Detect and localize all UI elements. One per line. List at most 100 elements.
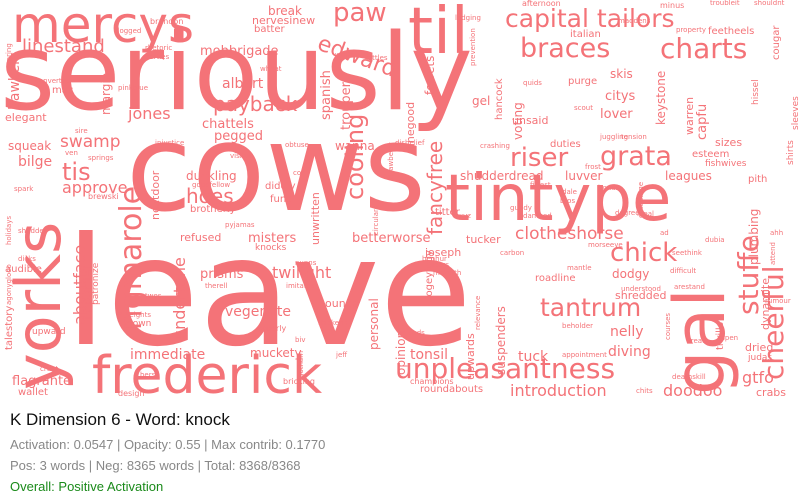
activation-status: Overall: Positive Activation [10,479,164,494]
cloud-word: paw [333,0,387,28]
cloud-word: dodgy [612,267,650,281]
cloud-word: tread [688,337,707,345]
cloud-word: luvver [565,169,603,183]
cloud-word: seriously [0,11,473,134]
cloud-word: gtfo [742,368,774,387]
cloud-word: beholder [562,322,594,330]
cloud-word: imitates [286,282,315,290]
cloud-word: thickens [318,319,348,327]
cloud-word: payback [213,92,298,116]
cloud-word: swamp [60,132,121,152]
cloud-word: courses [664,312,672,340]
cloud-word: roundabouts [420,384,484,395]
cloud-word: capital tailors [505,4,675,33]
cloud-word: italian [570,29,601,40]
cloud-word: mantle [567,264,592,272]
cloud-word: hoes [186,184,234,208]
cloud-word: flagrante [12,374,72,389]
cloud-word: bros [560,197,576,205]
cloud-word: unwritten [309,192,322,245]
cloud-word: citys [605,89,636,104]
cloud-word: agonyglooo [5,264,13,305]
cloud-word: prevention [469,28,477,66]
cloud-word: gel [472,94,491,108]
cloud-word: pith [748,174,768,185]
cloud-word: goodfellow [192,181,231,189]
cloud-word: brewski [88,192,119,201]
cloud-word: minus [660,1,685,10]
cloud-word: talestory [4,305,15,350]
cloud-word: shredded [615,289,667,302]
cloud-word: upwards [464,333,477,380]
cloud-word: patronize [91,262,101,305]
cloud-word: mobbrigade [200,44,279,59]
cloud-word: clotheshorse [515,224,624,244]
cloud-word: duties [550,139,581,150]
cloud-word: fishwives [705,159,747,169]
cloud-word: orderly [258,324,287,333]
cloud-word: cougar [771,25,782,60]
cloud-word: charts [660,32,748,65]
cloud-word: personal [367,298,381,350]
cloud-word: chits [636,387,653,395]
cloud-word: gundy [510,204,532,212]
cloud-word: elegant [5,111,47,124]
cloud-word: titter [435,207,460,218]
cloud-word: jones [128,104,171,123]
cloud-word: sire [75,127,88,135]
cloud-word: dubia [705,236,725,244]
cloud-word: tension [621,133,647,141]
cloud-word: ahh [770,229,784,237]
cloud-word: lover [600,107,633,122]
cloud-word: warren [683,96,696,135]
cloud-word: refused [180,231,222,244]
cloud-word: pegged [214,129,264,144]
cloud-word: frost [585,163,601,171]
cloud-word: fancyfree [423,140,447,235]
cloud-word: immediate [130,347,206,363]
cloud-word: plumbing [747,208,761,265]
metrics-line: Activation: 0.0547 | Opacity: 0.55 | Max… [10,437,326,452]
cloud-word: difficult [670,267,697,275]
cloud-word: judas [748,353,773,363]
cloud-word: attend [769,242,777,265]
cloud-word: appointment [562,351,607,359]
cloud-word: juggling [600,133,629,141]
cloud-word: bilge [18,154,53,170]
cloud-word: betterworse [352,231,431,246]
cloud-word: cox [293,169,306,177]
cloud-word: nunns [295,259,317,267]
cloud-word: parties [145,53,170,61]
cloud-word: rumour [765,297,791,305]
cloud-word: champions [410,377,454,386]
cloud-word: deathskill [672,373,706,381]
cloud-word: holidays [5,215,13,245]
cloud-word: suspenders [494,306,508,375]
cloud-word: makeith [433,269,462,277]
cloud-word: margin [99,72,113,115]
cloud-word: spark [14,185,34,193]
cloud-word: nextdoor [149,170,162,220]
cloud-word: unsaid [512,114,549,127]
cloud-word: afternoon [522,0,561,8]
cloud-word: leagues [665,169,712,183]
cloud-word: degree [615,209,640,217]
cloud-word: dale [562,188,577,196]
cloud-word: unpleasantness [395,352,616,385]
cloud-word: design [118,389,145,398]
cloud-word: jeff [336,351,348,359]
cloud-word: aspen [717,334,739,342]
cloud-word: injustice [155,139,185,147]
cloud-word: quids [523,79,542,87]
cloud-word: biv [295,336,306,344]
cloud-word: muckety [250,346,302,360]
cloud-word: jeers [432,261,450,269]
cloud-word: cows [126,100,427,239]
cloud-word: audible [5,264,42,275]
cloud-word: gotham [297,350,305,378]
cloud-word: dads [408,329,425,337]
cloud-word: arestand [674,283,705,291]
cloud-word: esteem [692,149,730,160]
panel-title: K Dimension 6 - Word: knock [10,410,230,429]
cloud-word: squeak [8,139,52,153]
